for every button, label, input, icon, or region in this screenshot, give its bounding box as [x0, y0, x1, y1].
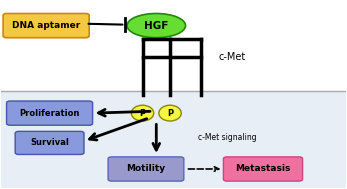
Ellipse shape [127, 13, 186, 38]
Bar [1, 1, 346, 91]
FancyBboxPatch shape [108, 157, 184, 181]
Ellipse shape [159, 105, 181, 121]
Text: DNA aptamer: DNA aptamer [12, 21, 80, 30]
Text: c-Met signaling: c-Met signaling [197, 133, 256, 142]
Text: P: P [139, 109, 146, 118]
Text: Motility: Motility [126, 164, 166, 174]
Bar [1, 91, 346, 188]
Text: c-Met: c-Met [218, 52, 245, 62]
FancyBboxPatch shape [3, 13, 89, 38]
FancyBboxPatch shape [15, 131, 84, 154]
Text: Proliferation: Proliferation [19, 109, 80, 118]
Text: HGF: HGF [144, 21, 169, 31]
Text: P: P [167, 109, 173, 118]
Text: Survival: Survival [30, 138, 69, 147]
Ellipse shape [131, 105, 154, 121]
FancyBboxPatch shape [7, 101, 93, 125]
FancyBboxPatch shape [223, 157, 303, 181]
Text: Metastasis: Metastasis [235, 164, 291, 174]
